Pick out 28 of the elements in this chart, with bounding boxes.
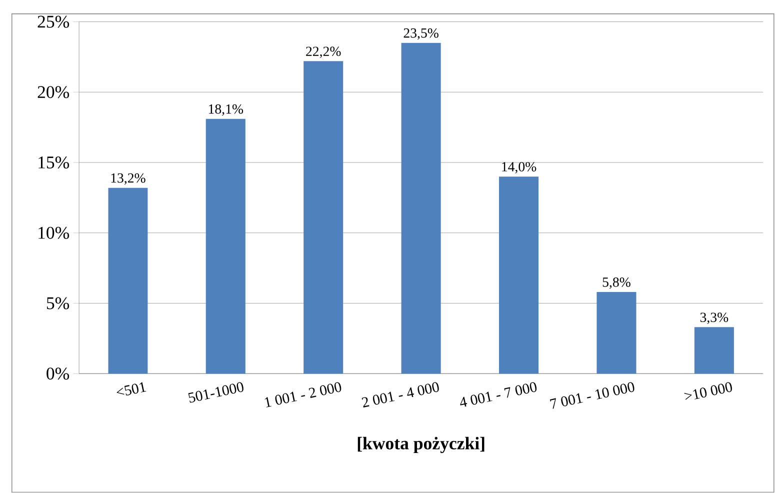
data-label: 13,2% [111, 174, 146, 185]
y-tick-label: 20% [38, 86, 70, 98]
data-label: 3,3% [700, 312, 728, 324]
y-tick-label: 10% [38, 227, 70, 240]
data-label: 14,0% [502, 162, 536, 174]
x-tick-label: <501 [116, 382, 146, 396]
x-tick-label: 1 001 - 2 000 [264, 382, 342, 408]
bar [108, 188, 148, 374]
data-label: 23,5% [404, 28, 438, 40]
x-tick-label: >10 000 [684, 382, 732, 400]
bar [206, 119, 246, 374]
bar [304, 61, 344, 374]
data-label: 18,1% [208, 104, 244, 116]
bar [401, 43, 441, 374]
x-tick-label: 2 001 - 4 000 [362, 382, 439, 408]
x-tick-label: 7 001 - 10 000 [550, 382, 634, 409]
y-tick-label: 25% [38, 16, 70, 28]
y-tick-label: 15% [38, 156, 70, 169]
bar [694, 327, 734, 374]
y-tick-label: 5% [46, 297, 70, 310]
data-label: 22,2% [306, 46, 341, 58]
x-axis-title: [kwota pożyczki] [358, 437, 484, 454]
bar [499, 176, 539, 374]
data-label: 5,8% [602, 278, 630, 289]
x-tick-label: 4 001 - 7 000 [460, 382, 537, 407]
y-tick-label: 0% [46, 368, 70, 380]
bar [596, 292, 636, 374]
x-tick-label: 501-1000 [188, 382, 244, 403]
